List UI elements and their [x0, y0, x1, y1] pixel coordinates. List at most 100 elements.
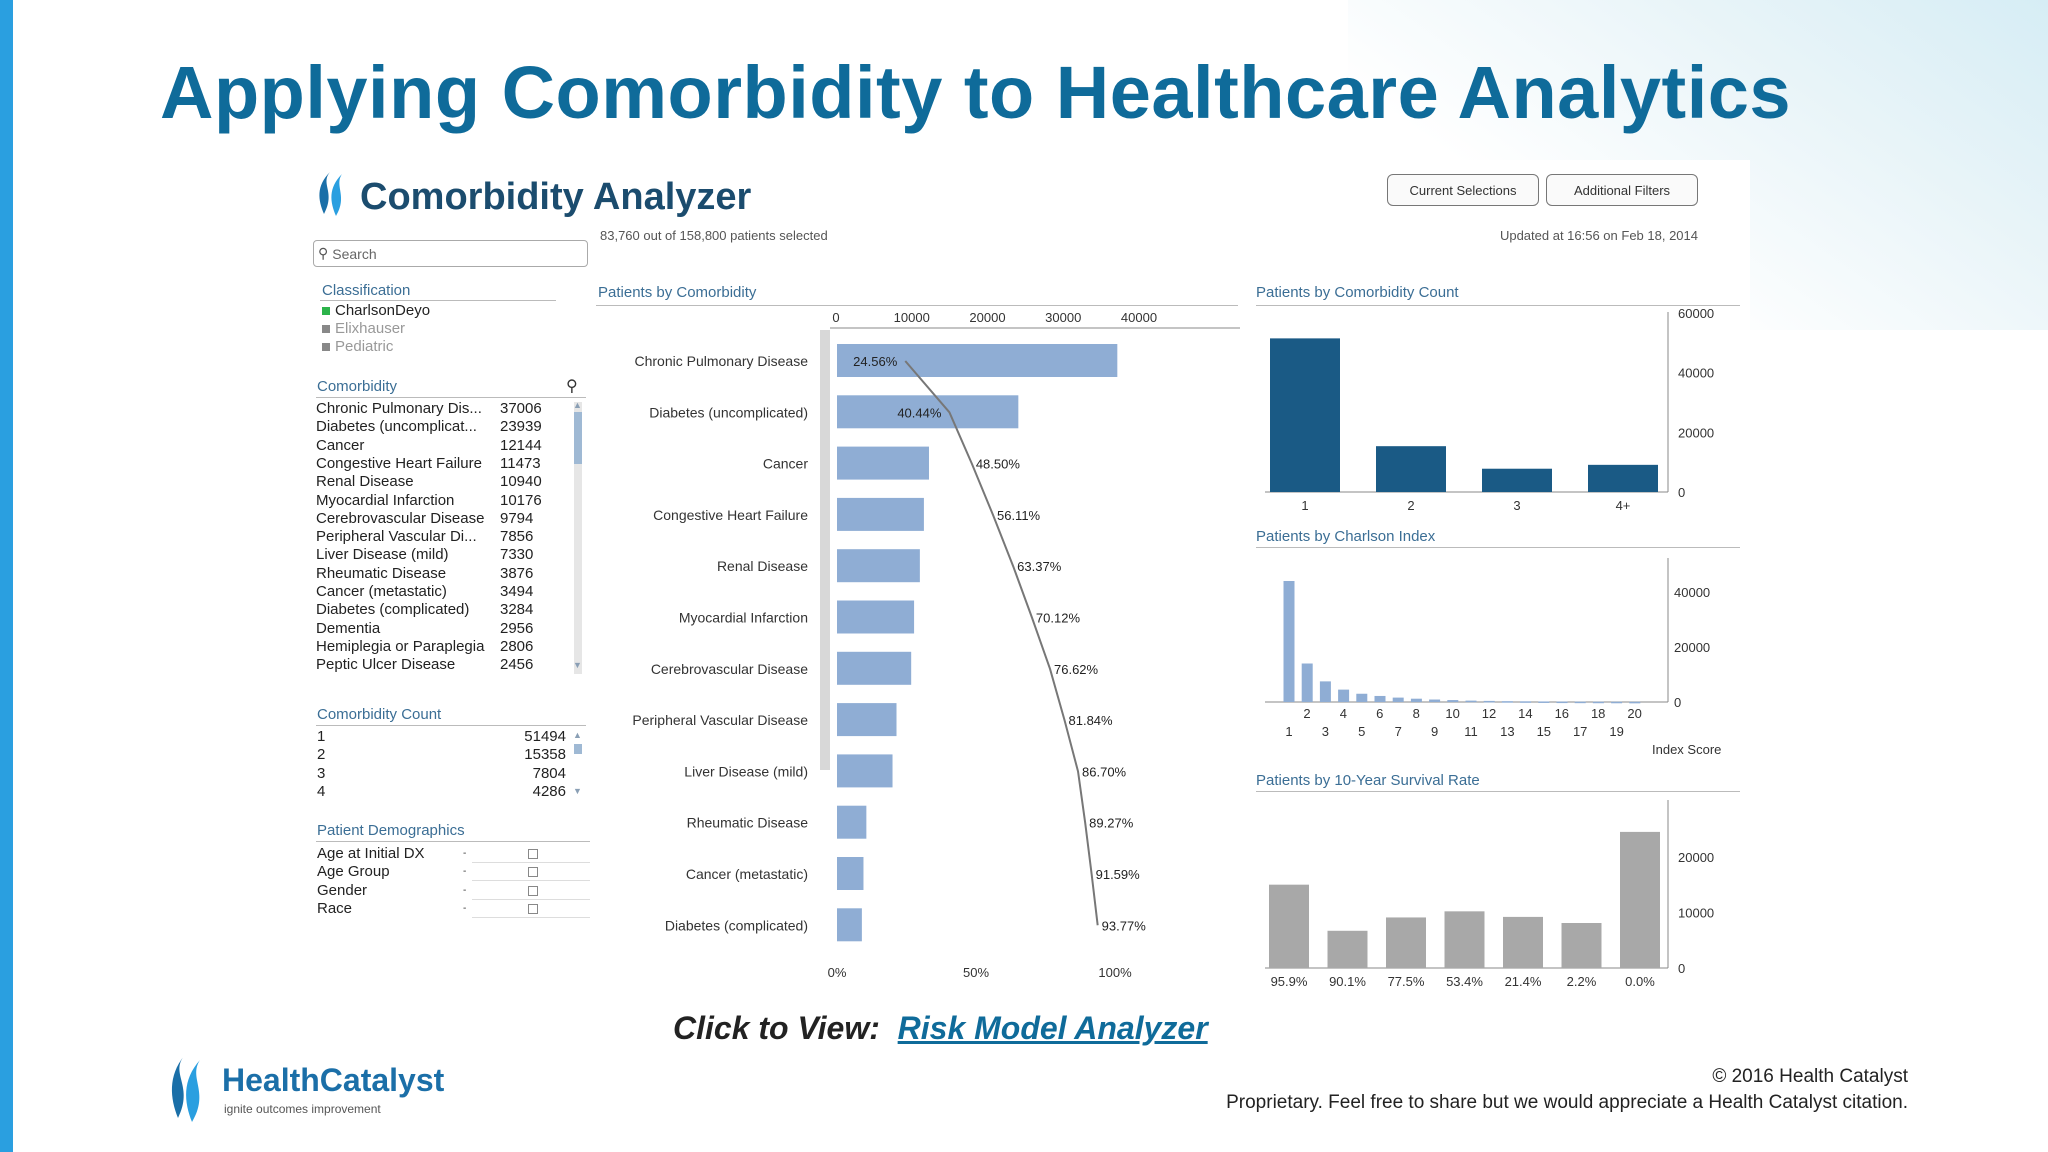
comorbidity-row[interactable]: Rheumatic Disease — [316, 565, 446, 583]
comorbidity-bar[interactable] — [837, 344, 1118, 377]
comorbidity-row[interactable]: Congestive Heart Failure — [316, 455, 482, 473]
comorbidity-row[interactable]: Diabetes (uncomplicat... — [316, 418, 477, 436]
count-bar[interactable] — [1376, 446, 1446, 492]
comorbidity-row[interactable]: Peptic Ulcer Disease — [316, 656, 455, 674]
count-row[interactable]: 2 — [317, 746, 326, 764]
survival-bar[interactable] — [1269, 884, 1309, 968]
dropdown-arrow-icon[interactable]: - — [463, 866, 467, 878]
charlson-bar[interactable] — [1283, 581, 1295, 702]
pct-tick-label: 0% — [828, 965, 847, 980]
comorbidity-row[interactable]: Peripheral Vascular Di... — [316, 528, 477, 546]
comorbidity-bar[interactable] — [837, 754, 893, 788]
survival-bar[interactable] — [1620, 831, 1660, 968]
comorbidity-list-scrollbar[interactable] — [574, 402, 582, 674]
survival-bar[interactable] — [1444, 911, 1485, 968]
scroll-down-icon[interactable]: ▼ — [573, 786, 582, 796]
comorbidity-scroll-thumb[interactable] — [574, 412, 582, 464]
search-input[interactable]: ⚲ Search — [313, 240, 588, 267]
charlson-bar[interactable] — [1374, 695, 1386, 702]
comorbidity-row[interactable]: Cerebrovascular Disease — [316, 510, 484, 528]
checkbox[interactable] — [528, 885, 538, 896]
classification-item-charlsondeyo[interactable]: CharlsonDeyo — [322, 302, 430, 319]
classification-item-pediatric[interactable]: Pediatric — [322, 338, 393, 355]
comorbidity-bar[interactable] — [837, 805, 867, 839]
comorbidity-bar[interactable] — [837, 857, 864, 890]
charlson-bar[interactable] — [1483, 700, 1495, 703]
charlson-bar[interactable] — [1356, 693, 1368, 702]
comorbidity-bar[interactable] — [837, 549, 920, 583]
comorbidity-bar[interactable] — [837, 600, 915, 634]
comorbidity-row[interactable]: Renal Disease — [316, 473, 414, 491]
dropdown-arrow-icon[interactable]: - — [463, 902, 467, 914]
scroll-up-icon[interactable]: ▲ — [573, 400, 582, 410]
charlson-bar[interactable] — [1319, 681, 1331, 702]
count-scroll-thumb[interactable] — [574, 744, 582, 754]
demographic-row[interactable]: Race — [317, 899, 353, 917]
demographic-row[interactable]: Age Group — [317, 863, 390, 881]
demographic-row[interactable]: Age at Initial DX — [317, 845, 425, 862]
survival-bar[interactable] — [1561, 923, 1602, 968]
charlson-bar[interactable] — [1611, 701, 1623, 704]
charlson-xlabel: Index Score — [1652, 742, 1722, 757]
survival-bar[interactable] — [1503, 916, 1543, 968]
charlson-bar[interactable] — [1501, 701, 1513, 703]
survival-bar[interactable] — [1386, 917, 1426, 968]
scroll-down-icon[interactable]: ▼ — [573, 660, 582, 670]
count-row[interactable]: 1 — [317, 728, 326, 745]
comorbidity-bar[interactable] — [837, 908, 862, 942]
comorbidity-bar[interactable] — [837, 446, 929, 480]
classification-item-elixhauser[interactable]: Elixhauser — [322, 320, 405, 337]
count-bar[interactable] — [1270, 338, 1340, 492]
comorbidity-row[interactable]: Liver Disease (mild) — [316, 546, 449, 564]
x-tick-label: 13 — [1500, 724, 1514, 739]
charlson-bar[interactable] — [1538, 701, 1550, 703]
charlson-bar[interactable] — [1429, 699, 1441, 702]
scroll-up-icon[interactable]: ▲ — [573, 730, 582, 740]
chart-divider — [596, 305, 1238, 306]
chart-scrollbar[interactable] — [820, 330, 830, 770]
charlson-bar[interactable] — [1338, 689, 1350, 702]
comorbidity-bar[interactable] — [837, 703, 897, 737]
comorbidity-row[interactable]: Chronic Pulmonary Dis... — [316, 400, 482, 418]
charlson-bar[interactable] — [1556, 701, 1568, 704]
dropdown-arrow-icon[interactable]: - — [463, 884, 467, 896]
additional-filters-button[interactable]: Additional Filters — [1546, 174, 1698, 206]
comorbidity-row[interactable]: Myocardial Infarction — [316, 492, 454, 510]
survival-bar[interactable] — [1327, 930, 1368, 968]
comorbidity-bar[interactable] — [837, 651, 912, 685]
charlson-bar[interactable] — [1574, 701, 1586, 704]
risk-model-analyzer-link[interactable]: Risk Model Analyzer — [897, 1010, 1208, 1046]
comorbidity-row[interactable]: Cancer — [316, 437, 364, 455]
demographic-row[interactable]: Gender — [317, 881, 368, 899]
count-row[interactable]: 3 — [317, 764, 326, 782]
comorbidity-bar[interactable] — [837, 497, 924, 531]
charlson-bar[interactable] — [1629, 701, 1641, 704]
charlson-bar[interactable] — [1447, 700, 1459, 702]
magnifier-icon[interactable]: ⚲ — [566, 378, 578, 395]
unselected-dot-icon — [322, 343, 330, 352]
comorbidity-bar[interactable] — [837, 395, 1019, 429]
y-tick-label: 40000 — [1674, 585, 1710, 600]
charlson-bar[interactable] — [1410, 698, 1422, 702]
checkbox[interactable] — [528, 849, 538, 859]
count-bar[interactable] — [1588, 464, 1658, 492]
charlson-bar[interactable] — [1465, 700, 1477, 703]
current-selections-button[interactable]: Current Selections — [1387, 174, 1539, 206]
checkbox[interactable] — [528, 867, 538, 878]
checkbox[interactable] — [528, 903, 538, 914]
updated-timestamp: Updated at 16:56 on Feb 18, 2014 — [1499, 228, 1698, 243]
cumulative-label: 81.84% — [1069, 713, 1114, 728]
dropdown-arrow-icon[interactable]: - — [463, 848, 467, 859]
comorbidity-row[interactable]: Hemiplegia or Paraplegia — [316, 638, 484, 656]
charlson-bar[interactable] — [1392, 697, 1404, 702]
comorbidity-row[interactable]: Cancer (metastatic) — [316, 583, 447, 601]
charlson-bar[interactable] — [1592, 701, 1604, 704]
charlson-bar[interactable] — [1301, 663, 1313, 703]
x-tick-label: 0.0% — [1625, 974, 1655, 989]
count-bar[interactable] — [1482, 468, 1552, 492]
count-row[interactable]: 4 — [317, 782, 326, 800]
comorbidity-row[interactable]: Diabetes (complicated) — [316, 601, 469, 619]
pct-tick-label: 50% — [963, 965, 989, 980]
charlson-bar[interactable] — [1520, 701, 1532, 703]
comorbidity-row[interactable]: Dementia — [316, 620, 380, 638]
